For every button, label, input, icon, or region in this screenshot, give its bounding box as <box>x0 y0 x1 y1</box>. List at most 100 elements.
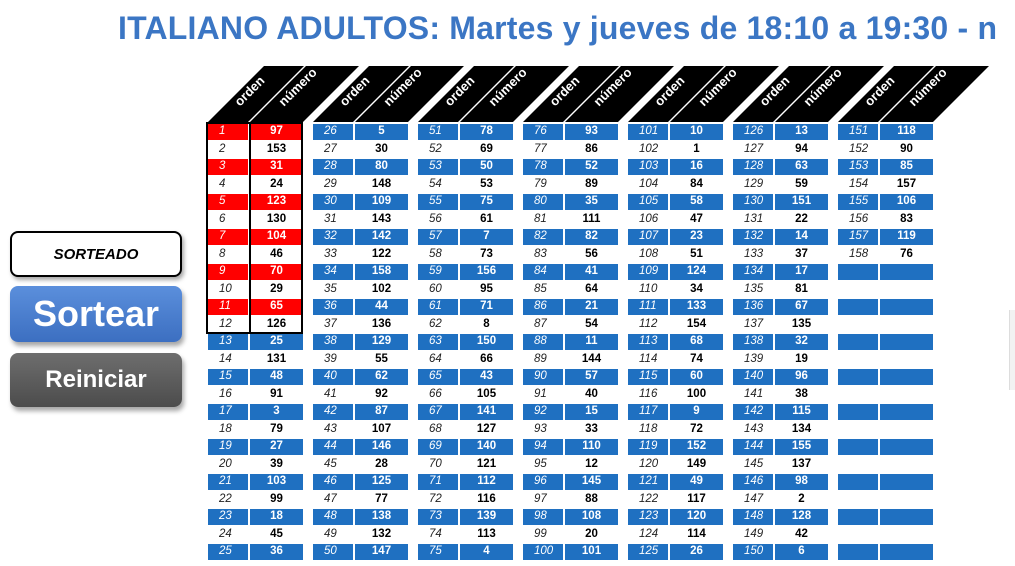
numero-cell: 121 <box>460 456 513 472</box>
orden-cell: 70 <box>418 456 458 472</box>
orden-cell: 61 <box>418 299 458 315</box>
numero-cell: 33 <box>565 421 618 437</box>
table-row: 134 17 <box>733 263 828 281</box>
column-header: orden número <box>418 65 569 122</box>
orden-cell <box>838 544 878 560</box>
numero-cell: 157 <box>880 176 933 192</box>
table-row: 65 43 <box>418 368 513 386</box>
numero-cell <box>880 474 933 490</box>
orden-cell <box>838 491 878 507</box>
table-row: 28 80 <box>313 158 408 176</box>
numero-cell: 150 <box>460 334 513 350</box>
orden-cell: 91 <box>523 386 563 402</box>
orden-cell: 143 <box>733 421 773 437</box>
table-row: 70 121 <box>418 456 513 474</box>
table-row <box>838 281 933 299</box>
numero-cell: 89 <box>565 176 618 192</box>
numero-cell: 71 <box>460 299 513 315</box>
table-row: 8 46 <box>208 246 303 264</box>
numero-cell: 106 <box>880 194 933 210</box>
table-row: 139 19 <box>733 351 828 369</box>
orden-cell: 76 <box>523 124 563 140</box>
orden-cell: 148 <box>733 509 773 525</box>
table-row: 153 85 <box>838 158 933 176</box>
orden-cell <box>838 299 878 315</box>
table-row: 69 140 <box>418 438 513 456</box>
table-row: 156 83 <box>838 211 933 229</box>
table-row: 132 14 <box>733 228 828 246</box>
orden-cell: 118 <box>628 421 668 437</box>
orden-cell: 64 <box>418 351 458 367</box>
orden-cell: 114 <box>628 351 668 367</box>
table-row: 51 78 <box>418 123 513 141</box>
numero-cell: 50 <box>460 159 513 175</box>
orden-cell: 42 <box>313 404 353 420</box>
table-row: 40 62 <box>313 368 408 386</box>
numero-cell: 30 <box>355 141 408 157</box>
orden-cell: 26 <box>313 124 353 140</box>
numero-cell: 52 <box>565 159 618 175</box>
orden-cell: 40 <box>313 369 353 385</box>
numero-cell: 13 <box>775 124 828 140</box>
orden-cell: 85 <box>523 281 563 297</box>
orden-cell: 20 <box>208 456 248 472</box>
table-row: 30 109 <box>313 193 408 211</box>
numero-cell: 114 <box>670 526 723 542</box>
table-row: 121 49 <box>628 473 723 491</box>
table-row: 64 66 <box>418 351 513 369</box>
table-row: 117 9 <box>628 403 723 421</box>
drawn-row: 7 104 <box>208 228 303 246</box>
table-row: 80 35 <box>523 193 618 211</box>
numero-cell: 141 <box>460 404 513 420</box>
sortear-button[interactable]: Sortear <box>10 286 182 342</box>
orden-cell: 156 <box>838 211 878 227</box>
header-slant-bars <box>733 66 884 122</box>
table-row: 102 1 <box>628 141 723 159</box>
numero-cell: 123 <box>250 194 303 210</box>
orden-cell: 146 <box>733 474 773 490</box>
table-row: 22 99 <box>208 491 303 509</box>
numero-cell: 63 <box>775 159 828 175</box>
orden-cell: 34 <box>313 264 353 280</box>
table-row: 78 52 <box>523 158 618 176</box>
orden-cell: 75 <box>418 544 458 560</box>
table-row <box>838 263 933 281</box>
scrollbar-edge[interactable] <box>1009 310 1015 390</box>
numero-cell: 57 <box>565 369 618 385</box>
numero-cell: 4 <box>460 544 513 560</box>
orden-cell: 25 <box>208 544 248 560</box>
table-row: 136 67 <box>733 298 828 316</box>
table-row: 52 69 <box>418 141 513 159</box>
table-row: 144 155 <box>733 438 828 456</box>
orden-cell: 128 <box>733 159 773 175</box>
table-row: 124 114 <box>628 526 723 544</box>
table-row: 46 125 <box>313 473 408 491</box>
numero-cell: 87 <box>355 404 408 420</box>
reiniciar-button[interactable]: Reiniciar <box>10 353 182 407</box>
numero-cell: 124 <box>670 264 723 280</box>
orden-cell: 53 <box>418 159 458 175</box>
table-row: 141 38 <box>733 386 828 404</box>
orden-cell <box>838 351 878 367</box>
numero-cell: 74 <box>670 351 723 367</box>
orden-cell: 155 <box>838 194 878 210</box>
table-row <box>838 473 933 491</box>
table-row: 157 119 <box>838 228 933 246</box>
numero-cell: 127 <box>460 421 513 437</box>
numero-cell: 126 <box>250 316 303 332</box>
numero-cell: 24 <box>250 176 303 192</box>
orden-cell: 136 <box>733 299 773 315</box>
table-row <box>838 403 933 421</box>
orden-cell: 58 <box>418 246 458 262</box>
numero-cell: 15 <box>565 404 618 420</box>
header-slant-bars <box>628 66 779 122</box>
table-row: 63 150 <box>418 333 513 351</box>
table-row: 91 40 <box>523 386 618 404</box>
table-row: 27 30 <box>313 141 408 159</box>
orden-cell: 23 <box>208 509 248 525</box>
orden-cell: 51 <box>418 124 458 140</box>
orden-cell: 153 <box>838 159 878 175</box>
numero-cell: 112 <box>460 474 513 490</box>
orden-cell: 111 <box>628 299 668 315</box>
table-row: 126 13 <box>733 123 828 141</box>
